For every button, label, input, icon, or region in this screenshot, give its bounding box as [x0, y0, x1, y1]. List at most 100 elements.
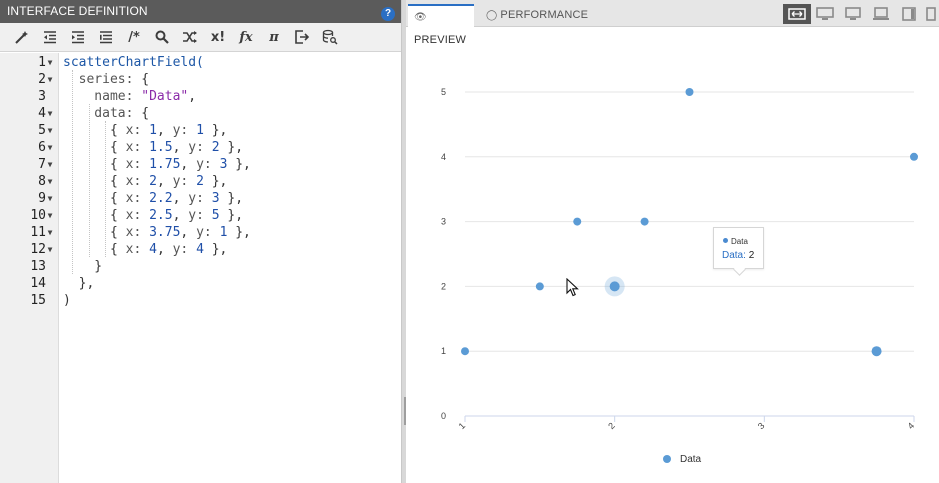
indent-icon-svg	[72, 31, 84, 44]
fold-arrow-icon[interactable]: ▼	[47, 58, 53, 67]
fold-arrow-icon[interactable]: ▼	[47, 109, 53, 118]
x-factorial-icon[interactable]: x!	[210, 29, 226, 45]
chart-svg[interactable]: 0 1 2 3 4 5 1 2 3 4 Data	[406, 27, 939, 483]
monitor-view-button[interactable]	[839, 4, 867, 24]
magic-wand-icon[interactable]	[8, 24, 36, 50]
indent-icon[interactable]	[64, 24, 92, 50]
fold-arrow-icon[interactable]: ▼	[47, 211, 53, 220]
fit-width-button[interactable]	[783, 4, 811, 24]
line-number-text: 1	[38, 55, 46, 70]
data-point	[685, 88, 694, 96]
pane-splitter[interactable]	[402, 0, 406, 483]
line-number-text: 15	[30, 293, 46, 308]
code-line: scatterChartField(	[63, 54, 401, 71]
function-icon[interactable]: fx	[239, 29, 253, 45]
database-search-icon-svg	[322, 29, 338, 45]
outdent-icon[interactable]	[36, 24, 64, 50]
search-icon[interactable]	[148, 24, 176, 50]
code-token: {	[63, 225, 126, 240]
outdent-icon-svg	[44, 31, 56, 44]
code-token: x:	[125, 208, 150, 223]
code-token: ,	[156, 242, 173, 257]
tablet-view-button[interactable]	[895, 4, 923, 24]
code-token: ,	[180, 157, 197, 172]
x-tick-label: 2	[606, 421, 617, 432]
desktop-icon	[816, 7, 834, 20]
code-token: },	[203, 174, 228, 189]
line-number: 4 ▼	[0, 105, 58, 122]
format-list-icon[interactable]	[92, 24, 120, 50]
code-token: 3	[211, 191, 220, 206]
tab-performance[interactable]: ◯ PERFORMANCE	[480, 4, 594, 27]
code-token: ,	[156, 174, 173, 189]
code-token: 2	[149, 174, 157, 189]
line-number: 9 ▼	[0, 190, 58, 207]
code-token: {	[63, 242, 126, 257]
code-editor[interactable]: 1▼2▼3▼4▼5▼6▼7▼8▼9▼10▼11▼12▼13▼14▼15▼ sca…	[0, 53, 401, 483]
code-content[interactable]: scatterChartField( series: { name: "Data…	[59, 53, 401, 483]
code-line: { x: 2, y: 2 },	[63, 173, 401, 190]
magic-wand-icon-svg	[15, 31, 28, 44]
code-line: { x: 1, y: 1 },	[63, 122, 401, 139]
code-token: x:	[125, 225, 150, 240]
code-line: data: {	[63, 105, 401, 122]
data-point	[461, 347, 469, 356]
code-token: },	[203, 242, 228, 257]
fold-arrow-icon[interactable]: ▼	[47, 228, 53, 237]
line-number: 8 ▼	[0, 173, 58, 190]
code-token: name:	[63, 89, 142, 104]
line-number: 2 ▼	[0, 71, 58, 88]
desktop-view-button[interactable]	[811, 4, 839, 24]
export-icon[interactable]	[288, 24, 316, 50]
code-token: y:	[188, 208, 212, 223]
code-token: x:	[125, 123, 150, 138]
code-token: ,	[188, 89, 197, 104]
shuffle-icon[interactable]	[176, 24, 204, 50]
database-search-icon[interactable]	[316, 24, 344, 50]
fold-arrow-icon[interactable]: ▼	[47, 126, 53, 135]
monitor-icon	[845, 7, 861, 20]
shuffle-icon-svg	[183, 31, 197, 43]
code-token: 3.75	[149, 225, 181, 240]
code-token: },	[219, 140, 244, 155]
code-token: ,	[172, 140, 189, 155]
code-line: name: "Data",	[63, 88, 401, 105]
phone-view-button[interactable]	[923, 4, 939, 24]
tab-preview[interactable]: 👁 PREVIEW	[408, 4, 474, 46]
fold-arrow-icon[interactable]: ▼	[47, 143, 53, 152]
fold-arrow-icon[interactable]: ▼	[47, 160, 53, 169]
code-line: { x: 2.2, y: 3 },	[63, 190, 401, 207]
line-number-text: 5	[38, 123, 46, 138]
code-token: y:	[196, 225, 220, 240]
x-tick-label: 1	[457, 421, 468, 432]
code-token: },	[227, 225, 251, 240]
comment-icon[interactable]: /*	[128, 29, 140, 45]
fold-arrow-icon[interactable]: ▼	[47, 194, 53, 203]
code-token: y:	[172, 174, 197, 189]
fold-arrow-icon[interactable]: ▼	[47, 177, 53, 186]
line-number: 13▼	[0, 258, 58, 275]
laptop-view-button[interactable]	[867, 4, 895, 24]
tab-performance-label: PERFORMANCE	[500, 9, 589, 21]
line-number-text: 14	[30, 276, 46, 291]
code-token: 1.75	[149, 157, 181, 172]
tooltip-value: 2	[748, 250, 755, 261]
line-number-text: 6	[38, 140, 46, 155]
scatter-chart[interactable]: 0 1 2 3 4 5 1 2 3 4 Data Data Data: 2	[406, 27, 939, 483]
fold-arrow-icon[interactable]: ▼	[47, 245, 53, 254]
device-toolbar	[783, 4, 939, 24]
fold-arrow-icon[interactable]: ▼	[47, 75, 53, 84]
code-token: 3	[219, 157, 228, 172]
tablet-icon	[902, 7, 916, 21]
code-token: x:	[125, 242, 150, 257]
code-token: x:	[125, 157, 150, 172]
line-number: 3▼	[0, 88, 58, 105]
code-token: 4	[149, 242, 157, 257]
y-tick-label: 2	[441, 281, 446, 291]
code-token: x:	[125, 140, 150, 155]
code-token: }	[63, 259, 103, 274]
pi-icon[interactable]: π	[269, 29, 279, 45]
help-icon[interactable]: ?	[381, 7, 395, 21]
code-token: series:	[63, 72, 142, 87]
code-token: y:	[172, 242, 197, 257]
